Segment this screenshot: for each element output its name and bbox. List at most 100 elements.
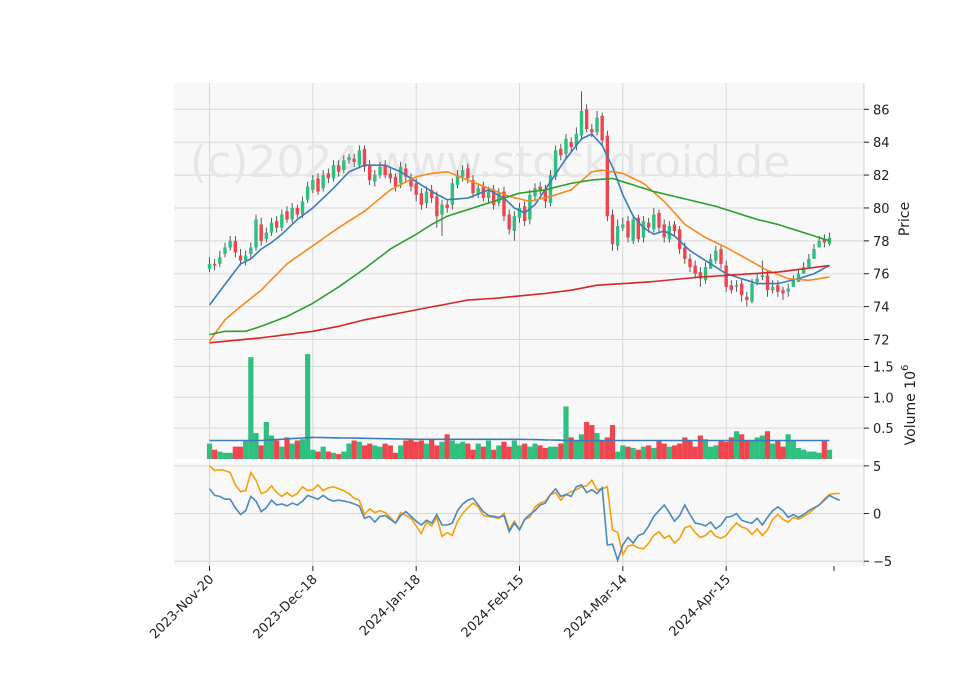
volume-bar [279,446,285,459]
volume-tick-label: 0.5 [873,422,894,437]
candle-body [378,166,382,176]
volume-bar [578,434,585,459]
candle-body [285,211,289,220]
candle-body [440,204,444,215]
volume-bar [697,435,703,459]
candle-body [476,188,480,195]
candle-body [336,165,341,172]
volume-bar [532,443,538,459]
price-tick-label: 76 [873,268,890,283]
volume-bar [330,452,337,459]
oscillator-tick-label: 0 [873,508,881,523]
volume-bar [568,437,574,459]
volume-bar [367,443,373,459]
svg-text:Volume 106: Volume 106 [900,365,919,446]
volume-bar [821,440,827,459]
volume-bar [630,447,636,459]
volume-bar [790,440,796,459]
candle-body [714,250,718,261]
volume-bar [816,452,822,459]
x-tick-label: 2023-Dec-18 [251,572,321,642]
candle-body [424,191,429,204]
candle-body [280,214,284,228]
candle-body [466,168,470,179]
volume-bar [454,443,461,459]
moving-average-line [209,177,830,336]
candle-body [719,249,723,264]
volume-bar [604,437,610,459]
volume-bar [635,449,641,459]
candle-body [471,180,475,194]
volume-bar [258,445,264,459]
candle-body [533,188,537,197]
volume-tick-label: 1.5 [873,360,894,375]
candle-body [212,263,217,266]
volume-bar [527,446,533,459]
candle-body [564,138,568,154]
volume-bar [718,440,724,459]
volume-bar [770,443,776,459]
candle-body [693,265,697,274]
volume-bar [677,443,683,459]
price-tick-label: 72 [873,333,890,348]
volume-bar [268,435,275,459]
price-tick-label: 86 [873,103,890,118]
volume-bar [573,440,579,459]
volume-bar [516,445,523,459]
candle-body [579,110,584,136]
volume-bar [651,447,657,459]
x-tick-label: 2024-Jan-18 [357,572,424,639]
candle-body [259,224,263,241]
volume-bar [708,446,714,459]
candle-body [703,267,708,281]
volume-bar [408,439,414,459]
volume-bar [460,441,466,459]
volume-bar [620,445,626,459]
volume-bar [444,434,450,459]
candle-body [300,201,305,215]
candle-body [786,288,790,292]
candle-body [745,296,749,301]
price-tick-label: 82 [873,169,890,184]
volume-bar [558,443,564,459]
oscillator-layer [208,465,841,563]
candle-body [517,207,522,218]
volume-bar [392,452,399,459]
candle-body [817,240,821,248]
volume-bar [754,437,760,459]
candle-body [605,135,610,217]
volume-axis-label: Volume 106 [900,365,919,446]
volume-bar [496,445,502,459]
candle-body [238,255,243,261]
volume-bar [692,446,698,459]
volume-bar [299,439,306,459]
x-tick-label: 2024-Mar-14 [562,572,631,641]
volume-bar [274,440,280,459]
volume-bar [811,451,817,459]
volume-bar [320,446,326,459]
volume-bar [506,446,512,459]
volume-bar [475,443,481,459]
volume-bar [465,443,471,459]
candle-body [269,222,274,233]
candle-body [615,226,620,246]
candle-body [207,263,212,269]
candle-body [409,178,413,187]
candle-body [321,175,325,189]
volume-bar [382,443,388,459]
volume-bar [671,445,678,459]
candle-body [621,224,625,228]
candle-body [801,267,806,274]
candle-body [559,148,563,156]
candle-body [595,117,599,133]
volume-bar [501,441,507,459]
candle-body [357,150,362,166]
volume-bar [682,437,688,459]
candle-body [254,219,258,248]
volume-bar [594,433,600,459]
candle-body [455,175,460,185]
candle-body [538,186,542,192]
candle-body [311,180,315,190]
candle-body [646,222,651,228]
